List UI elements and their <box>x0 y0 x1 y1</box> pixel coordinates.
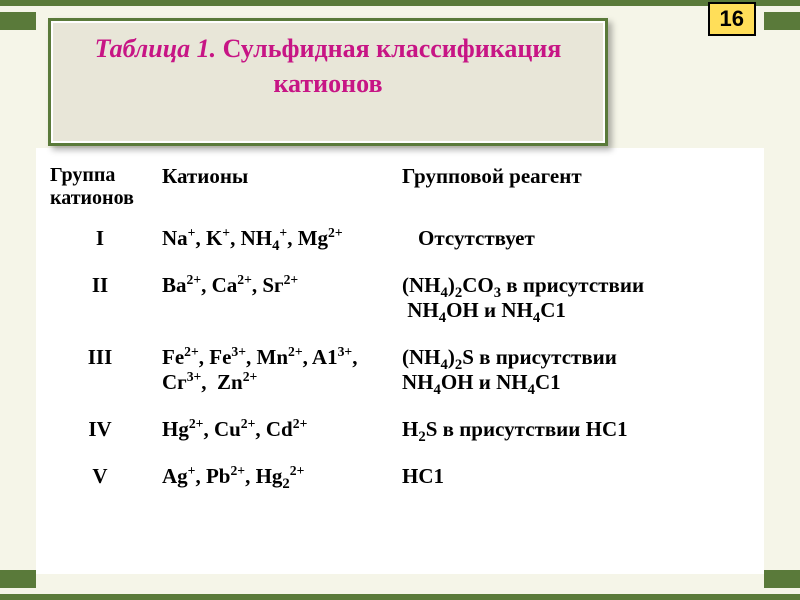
table-row: II Ba2+, Ca2+, Sг2+ (NH4)2CO3 в присутст… <box>44 267 756 339</box>
slide-title: Таблица 1. Сульфидная классификация кати… <box>69 31 587 101</box>
title-main: Сульфидная классификация катионов <box>223 34 562 98</box>
page-number-badge: 16 <box>708 2 756 36</box>
frame-corner-tr <box>764 12 800 30</box>
cell-cations: Na+, K+, NH4+, Mg2+ <box>156 220 396 267</box>
title-prefix: Таблица 1. <box>95 34 223 63</box>
table-row: III Fe2+, Fe3+, Mn2+, A13+, Cг3+, Zn2+ (… <box>44 339 756 411</box>
cell-group: II <box>44 267 156 339</box>
table-row: V Ag+, Pb2+, Hg22+ HC1 <box>44 458 756 505</box>
cell-reagent: H2S в присутствии HC1 <box>396 411 756 458</box>
cell-cations: Fe2+, Fe3+, Mn2+, A13+, Cг3+, Zn2+ <box>156 339 396 411</box>
cell-cations: Ag+, Pb2+, Hg22+ <box>156 458 396 505</box>
cell-reagent: (NH4)2S в присутствииNH4OH и NH4C1 <box>396 339 756 411</box>
header-reagent: Групповой реагент <box>396 160 756 220</box>
frame-corner-br <box>764 570 800 588</box>
cell-reagent: Отсутствует <box>396 220 756 267</box>
title-box: Таблица 1. Сульфидная классификация кати… <box>48 18 608 146</box>
cell-group: V <box>44 458 156 505</box>
frame-corner-tl <box>0 12 36 30</box>
cell-cations: Ba2+, Ca2+, Sг2+ <box>156 267 396 339</box>
table-container: Группа катионов Катионы Групповой реаген… <box>36 148 764 574</box>
cell-group: IV <box>44 411 156 458</box>
table-header-row: Группа катионов Катионы Групповой реаген… <box>44 160 756 220</box>
cell-group: I <box>44 220 156 267</box>
header-group: Группа катионов <box>44 160 156 220</box>
table-row: I Na+, K+, NH4+, Mg2+ Отсутствует <box>44 220 756 267</box>
table-body: I Na+, K+, NH4+, Mg2+ Отсутствует II Ba2… <box>44 220 756 505</box>
cell-group: III <box>44 339 156 411</box>
table-row: IV Hg2+, Cu2+, Cd2+ H2S в присутствии HC… <box>44 411 756 458</box>
cell-reagent: (NH4)2CO3 в присутствии NH4OH и NH4C1 <box>396 267 756 339</box>
header-cations: Катионы <box>156 160 396 220</box>
frame-corner-bl <box>0 570 36 588</box>
cell-cations: Hg2+, Cu2+, Cd2+ <box>156 411 396 458</box>
cell-reagent: HC1 <box>396 458 756 505</box>
cation-table: Группа катионов Катионы Групповой реаген… <box>44 160 756 505</box>
